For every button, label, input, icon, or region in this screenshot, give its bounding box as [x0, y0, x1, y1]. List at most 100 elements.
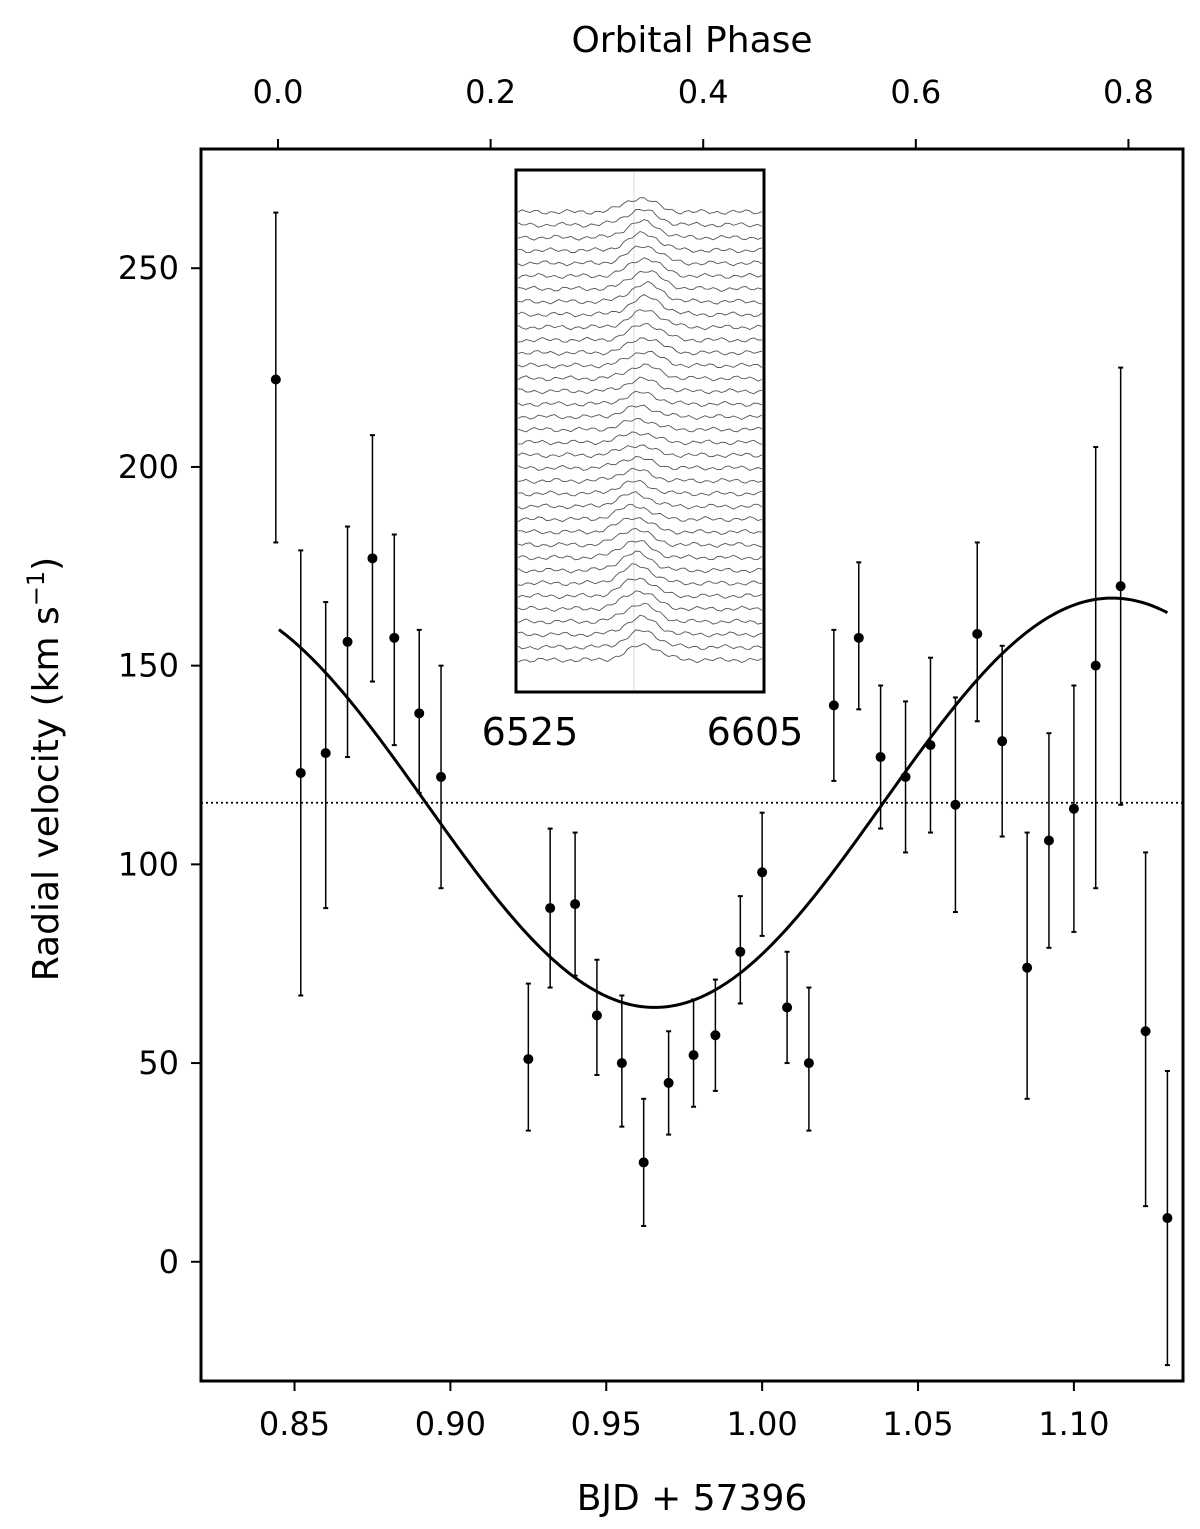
- data-point: [342, 525, 353, 759]
- data-point: [828, 628, 839, 782]
- data-marker: [270, 374, 281, 385]
- phase-tick-label: 0.0: [253, 73, 304, 111]
- data-point: [710, 978, 721, 1092]
- data-marker: [1140, 1026, 1151, 1037]
- inset-spectra-traces: [517, 197, 763, 664]
- inset-spectrum-trace: [517, 444, 763, 459]
- inset-spectrum-trace: [517, 418, 763, 433]
- inset-tick-label-left: 6525: [482, 710, 579, 754]
- data-point: [570, 831, 581, 977]
- data-marker: [414, 708, 425, 719]
- data-marker: [997, 736, 1008, 747]
- data-marker: [545, 903, 556, 914]
- data-points-layer: [270, 211, 1173, 1367]
- inset-spectrum-trace: [517, 550, 763, 574]
- data-point: [972, 541, 983, 723]
- data-marker: [688, 1050, 699, 1061]
- data-marker: [853, 632, 864, 643]
- inset-spectrum-trace: [517, 642, 763, 664]
- phase-tick-label: 0.2: [465, 73, 516, 111]
- inset-spectrum-trace: [517, 293, 763, 318]
- fit-curve-layer: [278, 596, 1169, 1009]
- data-point: [757, 811, 768, 937]
- data-point: [663, 1030, 674, 1136]
- data-point: [925, 656, 936, 834]
- data-point: [1022, 831, 1033, 1100]
- axis-ticks: 0.85 0.90 0.95 1.00 1.05 1.10 0 50 100 150 200 250 0…: [118, 73, 1154, 1443]
- inset-spectrum-trace: [517, 197, 763, 215]
- data-point: [803, 986, 814, 1132]
- data-marker: [295, 767, 306, 778]
- data-point: [389, 533, 400, 747]
- data-marker: [342, 636, 353, 647]
- data-point: [900, 700, 911, 854]
- phase-tick-label: 0.6: [890, 73, 941, 111]
- y-tick-label: 0: [159, 1243, 179, 1281]
- data-point: [367, 434, 378, 683]
- inset-spectrum-trace: [517, 376, 763, 395]
- x-axis-title: BJD + 57396: [577, 1478, 808, 1519]
- data-marker: [638, 1157, 649, 1168]
- phase-tick-label: 0.4: [678, 73, 729, 111]
- y-tick-label: 250: [118, 249, 179, 287]
- data-point: [414, 628, 425, 794]
- fit-curve: [278, 596, 1169, 1009]
- data-marker: [875, 752, 886, 763]
- y-axis-title-close: ): [26, 557, 67, 571]
- inset-spectrum-trace: [517, 404, 763, 421]
- inset-spectra-panel: 6525 6605: [482, 168, 803, 754]
- inset-spectrum-trace: [517, 337, 763, 356]
- data-point: [1140, 851, 1151, 1208]
- data-marker: [1090, 660, 1101, 671]
- data-marker: [1068, 803, 1079, 814]
- inset-spectrum-trace: [517, 527, 763, 548]
- data-point: [782, 950, 793, 1065]
- data-point: [1115, 366, 1126, 806]
- inset-spectrum-trace: [517, 431, 763, 446]
- data-point: [1162, 1070, 1173, 1367]
- data-marker: [757, 867, 768, 878]
- inset-spectrum-trace: [517, 540, 763, 561]
- inset-spectrum-trace: [517, 503, 763, 523]
- data-point: [638, 1097, 649, 1228]
- x-tick-label: 1.05: [882, 1405, 953, 1443]
- inset-spectrum-trace: [517, 467, 763, 485]
- x-tick-label: 1.00: [727, 1405, 798, 1443]
- data-point: [320, 601, 331, 910]
- inset-spectrum-trace: [517, 363, 763, 382]
- y-axis-title: Radial velocity (km s−1): [22, 557, 67, 981]
- data-marker: [828, 700, 839, 711]
- inset-spectrum-trace: [517, 280, 763, 305]
- inset-spectrum-trace: [517, 350, 763, 369]
- phase-tick-label: 0.8: [1103, 73, 1154, 111]
- data-marker: [616, 1058, 627, 1069]
- data-point: [270, 211, 281, 544]
- inset-spectrum-trace: [517, 563, 763, 586]
- inset-spectrum-trace: [517, 270, 763, 293]
- inset-background: [516, 170, 764, 692]
- inset-spectrum-trace: [517, 209, 763, 228]
- data-marker: [1043, 835, 1054, 846]
- data-marker: [367, 553, 378, 564]
- data-marker: [710, 1030, 721, 1041]
- plot-frame: [199, 147, 1185, 1383]
- data-marker: [1115, 581, 1126, 592]
- inset-spectrum-trace: [517, 323, 762, 343]
- data-point: [1090, 446, 1101, 890]
- data-marker: [389, 632, 400, 643]
- data-point: [997, 644, 1008, 838]
- y-axis-title-main: Radial velocity (km s: [26, 606, 67, 981]
- data-point: [688, 998, 699, 1108]
- data-point: [616, 994, 627, 1128]
- data-marker: [523, 1054, 534, 1065]
- inset-spectrum-trace: [517, 577, 763, 600]
- top-axis-title: Orbital Phase: [571, 20, 812, 61]
- inset-spectrum-trace: [517, 491, 763, 510]
- data-marker: [782, 1002, 793, 1013]
- x-tick-label: 0.95: [571, 1405, 642, 1443]
- y-tick-label: 200: [118, 448, 179, 486]
- inset-spectrum-trace: [517, 456, 763, 471]
- data-point: [1068, 684, 1079, 933]
- data-point: [545, 827, 556, 989]
- data-marker: [436, 771, 447, 782]
